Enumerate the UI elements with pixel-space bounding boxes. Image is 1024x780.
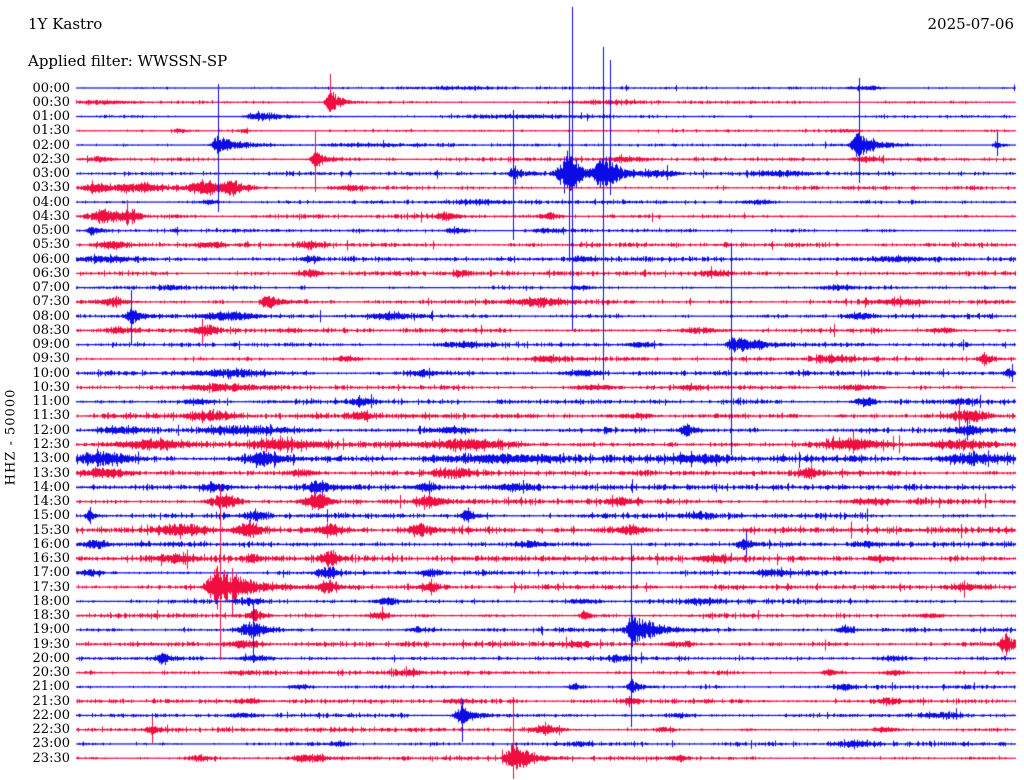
time-label: 11:00 [32,394,70,410]
time-label: 19:00 [32,622,70,638]
time-label: 01:30 [32,123,70,139]
time-label: 00:30 [32,94,70,110]
time-label: 08:00 [32,308,70,324]
time-label: 04:00 [32,194,70,210]
time-label: 16:00 [32,536,70,552]
time-label: 05:30 [32,237,70,253]
time-label: 23:00 [32,736,70,752]
time-label: 20:30 [32,665,70,681]
time-label: 19:30 [32,636,70,652]
time-label: 14:00 [32,479,70,495]
time-label: 14:30 [32,494,70,510]
time-label: 15:30 [32,522,70,538]
time-label: 12:00 [32,422,70,438]
time-label: 02:30 [32,151,70,167]
time-label: 06:00 [32,251,70,267]
time-label: 11:30 [32,408,70,424]
time-label: 02:00 [32,137,70,153]
time-label: 13:00 [32,451,70,467]
time-label: 22:00 [32,707,70,723]
time-label: 16:30 [32,551,70,567]
time-label: 17:00 [32,565,70,581]
station-title: 1Y Kastro [28,15,103,33]
plot-date: 2025-07-06 [927,15,1014,33]
time-label: 17:30 [32,579,70,595]
time-label: 09:00 [32,337,70,353]
time-label: 18:00 [32,593,70,609]
time-label: 04:30 [32,208,70,224]
time-label: 07:00 [32,280,70,296]
time-label: 12:30 [32,437,70,452]
time-label: 10:00 [32,365,70,381]
time-label: 08:30 [32,322,70,338]
time-label: 20:00 [32,650,70,666]
time-label: 05:00 [32,223,70,239]
time-label: 21:30 [32,693,70,709]
time-label: 22:30 [32,722,70,738]
time-label: 06:30 [32,265,70,281]
time-label: 09:30 [32,351,70,367]
time-label: 21:00 [32,679,70,695]
time-label: 15:00 [32,508,70,524]
time-label: 03:30 [32,180,70,196]
time-label: 18:30 [32,608,70,624]
time-label: 13:30 [32,465,70,481]
applied-filter-label: Applied filter: WWSSN-SP [28,52,228,70]
time-label: 01:00 [32,109,70,125]
time-label: 07:30 [32,294,70,310]
time-label: 10:30 [32,379,70,395]
time-label: 03:00 [32,166,70,182]
time-label: 23:30 [32,750,70,766]
time-label: 00:00 [32,80,70,96]
